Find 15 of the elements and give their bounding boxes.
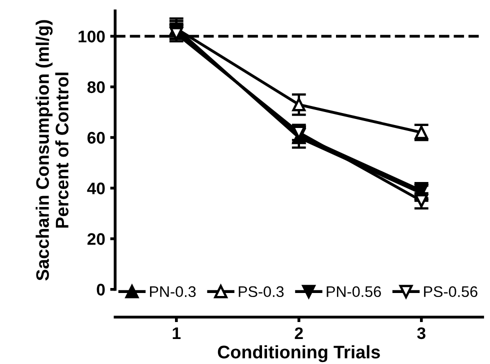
y-axis-title: Saccharin Consumption (ml/g) Percent of Control <box>36 20 68 281</box>
x-tick-label: 1 <box>172 327 181 339</box>
y-tick-label: 40 <box>87 182 105 194</box>
x-axis-title: Conditioning Trials <box>218 345 380 362</box>
y-tick-label: 60 <box>88 132 105 144</box>
y-tick-label: 100 <box>78 30 105 42</box>
legend-label: PN-0.3 <box>150 286 196 298</box>
legend-label: PS-0.56 <box>424 286 478 298</box>
legend-label: PN-0.56 <box>326 286 381 298</box>
x-tick-label: 3 <box>417 327 426 340</box>
y-tick-label: 0 <box>96 284 105 296</box>
legend-label: PS-0.3 <box>238 286 284 298</box>
y-tick-label: 80 <box>87 81 105 94</box>
x-tick-label: 2 <box>294 327 303 339</box>
y-tick-label: 20 <box>87 233 105 245</box>
